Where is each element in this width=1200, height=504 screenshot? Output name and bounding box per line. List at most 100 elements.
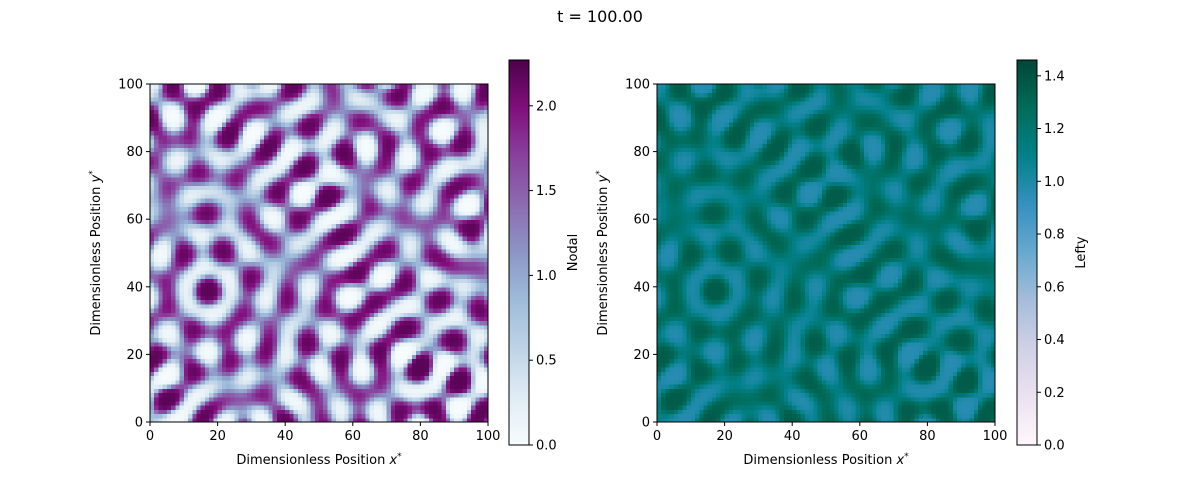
heatmap-cell bbox=[150, 210, 155, 216]
heatmap-cell bbox=[449, 417, 455, 423]
heatmap-cell bbox=[411, 265, 417, 271]
heatmap-cell bbox=[166, 291, 172, 296]
heatmap-cell bbox=[204, 350, 210, 355]
heatmap-cell bbox=[166, 388, 172, 394]
heatmap-cell bbox=[150, 269, 155, 275]
heatmap-cell bbox=[154, 299, 160, 305]
heatmap-cell bbox=[420, 227, 426, 233]
heatmap-cell bbox=[437, 210, 443, 216]
heatmap-cell bbox=[200, 383, 206, 389]
heatmap-cell bbox=[200, 358, 206, 364]
heatmap-cell bbox=[213, 261, 219, 267]
heatmap-cell bbox=[433, 367, 438, 372]
heatmap-cell bbox=[175, 210, 181, 216]
heatmap-cell bbox=[365, 312, 371, 317]
heatmap-cell bbox=[226, 240, 231, 246]
heatmap-cell bbox=[310, 307, 316, 313]
heatmap-cell bbox=[213, 303, 219, 309]
heatmap-cell bbox=[411, 417, 417, 423]
heatmap-cell bbox=[314, 350, 320, 355]
heatmap-cell bbox=[289, 417, 295, 423]
heatmap-cell bbox=[314, 181, 320, 186]
heatmap-cell bbox=[458, 227, 464, 233]
heatmap-cell bbox=[458, 375, 464, 381]
heatmap-cell bbox=[386, 291, 392, 296]
heatmap-cell bbox=[204, 231, 210, 237]
heatmap-cell bbox=[158, 329, 164, 334]
heatmap-cell bbox=[209, 291, 214, 296]
heatmap-cell bbox=[226, 350, 231, 355]
heatmap-cell bbox=[462, 244, 468, 250]
heatmap-cell bbox=[297, 316, 303, 322]
heatmap-cell bbox=[204, 244, 210, 250]
heatmap-cell bbox=[361, 337, 367, 343]
heatmap-cell bbox=[264, 371, 269, 377]
heatmap-cell bbox=[399, 193, 405, 199]
heatmap-cell bbox=[323, 240, 329, 246]
heatmap-cell bbox=[306, 367, 312, 372]
heatmap-cell bbox=[352, 236, 358, 241]
heatmap-cell bbox=[242, 214, 248, 220]
heatmap-cell bbox=[150, 168, 155, 174]
heatmap-cell bbox=[437, 236, 443, 241]
heatmap-cell bbox=[221, 417, 227, 423]
heatmap-cell bbox=[221, 341, 227, 347]
heatmap-cell bbox=[475, 236, 481, 241]
heatmap-cell bbox=[348, 329, 354, 334]
heatmap-cell bbox=[242, 202, 248, 208]
heatmap-cell bbox=[213, 193, 219, 199]
heatmap-cell bbox=[475, 320, 481, 326]
heatmap-cell bbox=[230, 329, 236, 334]
heatmap-cell bbox=[238, 333, 244, 339]
heatmap-cell bbox=[361, 253, 367, 258]
heatmap-cell bbox=[188, 265, 193, 271]
heatmap-cell bbox=[306, 316, 312, 322]
heatmap-cell bbox=[365, 367, 371, 372]
heatmap-cell bbox=[285, 168, 291, 174]
heatmap-cell bbox=[386, 244, 392, 250]
heatmap-cell bbox=[183, 189, 189, 195]
heatmap-cell bbox=[302, 400, 307, 406]
heatmap-cell bbox=[454, 375, 460, 381]
heatmap-cell bbox=[310, 189, 316, 195]
heatmap-cell bbox=[255, 409, 261, 415]
heatmap-cell bbox=[264, 383, 269, 389]
heatmap-cell bbox=[272, 388, 278, 394]
heatmap-cell bbox=[306, 248, 312, 254]
heatmap-cell bbox=[424, 193, 430, 199]
heatmap-cell bbox=[424, 413, 430, 419]
heatmap-cell bbox=[192, 286, 198, 292]
heatmap-cell bbox=[297, 261, 303, 267]
heatmap-cell bbox=[454, 210, 460, 216]
heatmap-cell bbox=[479, 345, 485, 351]
heatmap-cell bbox=[247, 172, 252, 178]
heatmap-cell bbox=[175, 371, 181, 377]
heatmap-cell bbox=[445, 362, 451, 368]
heatmap-cell bbox=[209, 396, 214, 402]
heatmap-cell bbox=[179, 236, 185, 241]
heatmap-cell bbox=[365, 223, 371, 229]
heatmap-cell bbox=[428, 299, 434, 305]
heatmap-cell bbox=[255, 417, 261, 423]
heatmap-cell bbox=[247, 257, 252, 263]
heatmap-cell bbox=[293, 312, 299, 317]
heatmap-cell bbox=[192, 231, 198, 237]
heatmap-cell bbox=[302, 324, 307, 330]
heatmap-cell bbox=[428, 354, 434, 360]
heatmap-cell bbox=[213, 210, 219, 216]
heatmap-cell bbox=[441, 299, 447, 305]
heatmap-cell bbox=[221, 350, 227, 355]
heatmap-cell bbox=[192, 316, 198, 322]
heatmap-cell bbox=[297, 362, 303, 368]
heatmap-cell bbox=[340, 324, 345, 330]
heatmap-cell bbox=[285, 307, 291, 313]
heatmap-cell bbox=[175, 253, 181, 258]
heatmap-cell bbox=[192, 219, 198, 225]
heatmap-cell bbox=[314, 248, 320, 254]
heatmap-cell bbox=[192, 176, 198, 182]
heatmap-cell bbox=[272, 320, 278, 326]
heatmap-cell bbox=[357, 354, 362, 360]
heatmap-cell bbox=[238, 307, 244, 313]
heatmap-cell bbox=[293, 164, 299, 170]
heatmap-cell bbox=[150, 291, 155, 296]
